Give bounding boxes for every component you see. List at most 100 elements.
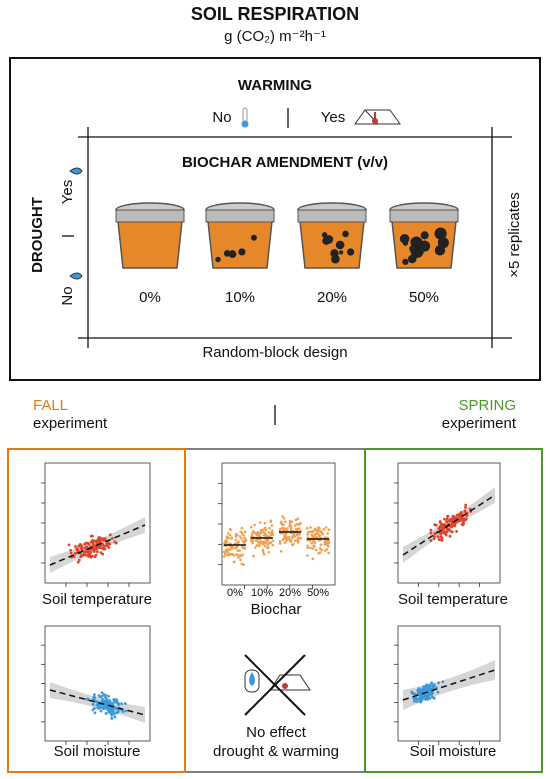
point [107,541,110,544]
point [291,536,294,540]
point [316,526,320,529]
warming-no: No [212,109,231,126]
point [285,538,288,542]
point [318,546,322,550]
point [429,539,433,542]
point [433,523,437,527]
point [89,540,93,544]
point [77,558,81,562]
warming-label: WARMING [238,77,312,94]
point [306,544,309,548]
point [262,534,266,537]
point [102,704,106,708]
point [250,540,253,543]
point [443,517,446,521]
point [263,540,267,544]
point [113,715,117,719]
point [463,510,467,514]
point [326,543,329,547]
point [238,549,241,552]
point [429,683,433,687]
point [311,547,315,550]
point [224,541,228,545]
point [94,539,98,543]
point [323,543,327,546]
point [293,524,297,527]
point [110,716,114,720]
point [113,700,117,704]
point [433,535,436,538]
point [266,543,270,547]
point [102,700,106,704]
point [230,536,234,540]
point [268,541,272,545]
point [250,534,254,538]
point [432,537,436,541]
point [455,530,458,533]
point [287,537,291,541]
point [299,536,303,540]
point [252,554,255,558]
point [291,543,294,547]
note: No effect [246,724,307,741]
middle-x-label: Biochar [251,601,302,618]
point [311,529,315,533]
point [290,520,294,524]
biochar-particle [228,250,237,258]
trend-line [49,524,146,566]
point [112,712,116,716]
trend-line [402,669,496,701]
point [96,539,100,543]
point [268,526,271,530]
point [443,531,446,535]
biochar-particle [339,250,344,255]
point [263,521,267,525]
point [313,527,317,530]
point [104,711,108,715]
point [322,527,326,531]
point [321,531,324,534]
point [110,537,114,540]
point [93,693,96,696]
point [295,534,299,537]
point [280,520,283,524]
point [121,710,125,714]
drop-icon [69,167,83,175]
point [293,534,297,538]
pot-band [115,209,185,223]
point [306,546,310,550]
point [263,544,267,548]
point [241,553,245,557]
point [236,549,239,552]
point [281,515,284,518]
point [319,551,322,554]
point [89,550,93,554]
point [313,533,317,536]
point [324,549,327,552]
point [111,708,115,712]
title: SOIL RESPIRATION [191,4,359,24]
point [73,551,77,555]
point [271,533,275,537]
point [114,541,118,545]
point [93,711,97,715]
point [108,533,112,537]
spring-name: SPRING [458,397,516,414]
point [267,550,271,554]
drop-icon [69,272,83,280]
point [445,530,449,534]
point [318,533,321,537]
point [419,700,423,704]
point [86,697,90,701]
point [238,553,242,557]
point [313,535,316,539]
fall-bottom-label: Soil moisture [54,743,141,760]
point [327,528,331,532]
spring-top-label: Soil temperature [398,591,508,608]
point [117,702,120,706]
point [278,542,282,545]
point [437,527,441,530]
spring-label: experiment [442,415,517,432]
point [445,517,449,521]
point [123,702,127,705]
